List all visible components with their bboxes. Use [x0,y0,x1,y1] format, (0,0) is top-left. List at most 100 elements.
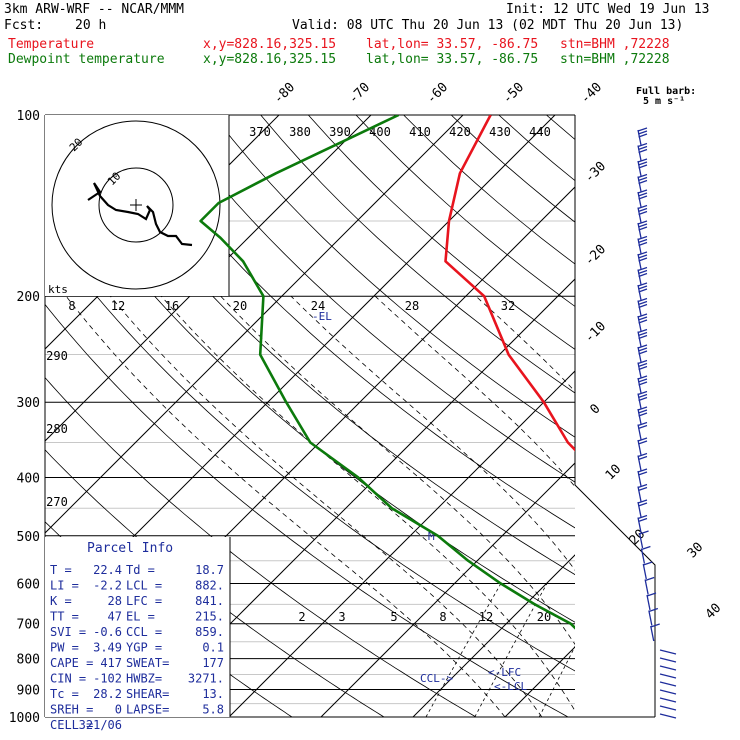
wind-barb-flag [637,127,648,132]
lfc-marker: <-LFC [488,666,521,679]
wind-barb-flag [638,145,648,151]
dry-adiabat [642,115,740,717]
wind-barb-flag [638,257,648,262]
wind-barb-flag [637,344,648,349]
speed-tick-label: 8 [68,299,75,313]
valid-time: Valid: 08 UTC Thu 20 Jun 13 (02 MDT Thu … [292,18,684,33]
dry-adiabat [689,115,740,717]
hodograph-trace [87,182,193,247]
dry-adiabat [117,115,575,529]
moist-adiabat [220,295,575,646]
wind-barb-shaft [637,455,642,471]
mixing-ratio-line [732,583,740,717]
wind-barb-flag [638,347,648,352]
wind-barb-flag [638,455,648,461]
speed-tick-label: 24 [311,299,325,313]
wind-barb-flag [650,623,660,628]
wind-barb-shaft [637,362,642,378]
frame-right [574,115,656,717]
wind-barb-shaft [642,563,647,580]
wind-barb-flag [638,396,648,402]
parcel-value: 841. [195,594,224,608]
wind-barb-lower [659,649,677,655]
pressure-tick-label: 900 [17,683,40,698]
wind-barb-flag [638,440,648,445]
pressure-tick-label: 1000 [9,711,40,726]
wind-barb-flag [638,365,648,371]
wind-barb-shaft [637,501,642,518]
dry-adiabat [498,115,575,182]
parcel-value: -0.6 [93,625,122,639]
wind-barb-flag [637,266,648,272]
wind-barb-flag [638,130,648,135]
wind-barb-lower [659,673,677,679]
isotherm-tick-label: -20 [582,242,609,269]
wind-barb-flag [638,378,648,383]
wind-barb-flag [638,238,648,244]
moist-adiabat [707,296,740,717]
isotherm-line [0,115,3,717]
wind-barb-shaft [637,222,642,239]
pressure-tick-label: 300 [17,396,40,411]
pressure-tick-label: 200 [17,290,40,305]
wind-barb-flag [638,412,648,417]
mixing-ratio-label: 5 [390,610,397,624]
wind-barb-shaft [637,284,642,301]
wind-barb-lower [659,665,677,671]
wind-barb-flag [638,350,648,355]
dry-adiabat [45,229,575,672]
wind-barb-flag [638,288,648,293]
parcel-key: SREH = [50,703,93,717]
temperature-line [444,115,575,452]
wind-barb-shaft [637,300,642,316]
wind-barb-flag [637,328,648,334]
parcel-key: CCL = [126,625,162,639]
dewpoint-line [199,115,575,630]
wind-barb-flag [638,319,648,324]
wind-barb-flag [637,189,648,194]
wind-barb-flag [638,272,648,278]
wind-barb-flag [638,285,648,290]
isotherm-tick-label: -10 [582,319,609,346]
dewpoint-latlon: lat,lon= 33.57, -86.75 [366,52,539,67]
isotherm-line [45,115,464,534]
temperature-xy: x,y=828.16,325.15 [203,37,337,52]
isotherm-tick-label: -30 [582,159,609,186]
wind-barb-flag [637,235,648,241]
parcel-key: K = [50,594,72,608]
parcel-key: LI = [50,579,79,593]
wind-barb-shaft [648,610,653,626]
parcel-key: CAPE = [50,656,93,670]
dry-adiabat [403,115,575,265]
isotherm-tick-label: 30 [685,540,707,562]
parcel-key: Tc = [50,687,79,701]
parcel-value: 0.1 [202,641,224,655]
wind-barb-flag [638,176,648,182]
wind-barb-shaft [637,238,642,254]
parcel-value: 13. [202,687,224,701]
parcel-key: SHEAR= [126,687,169,701]
pressure-tick-label: 600 [17,577,40,592]
wind-barb-flag [638,241,648,247]
dewpoint-xy: x,y=828.16,325.15 [203,52,337,67]
wind-barb-flag [638,486,648,492]
dewpoint-station: stn=BHM ,72228 [560,52,670,67]
parcel-key: TT = [50,610,79,624]
speed-tick-label: 16 [165,299,179,313]
wind-barb-flag [643,561,653,566]
isotherm-tick-label: -50 [500,80,527,107]
wind-barb-flag [638,381,648,386]
wind-barb-flag [637,483,648,489]
parcel-key: SVI = [50,625,86,639]
theta-tick-label: 440 [529,125,551,139]
wind-barb-lower [659,713,677,719]
init-time: Init: 12 UTC Wed 19 Jun 13 [506,2,710,17]
wind-barb-shaft [637,129,642,146]
isotherm-tick-label: 40 [703,601,725,623]
wind-barb-flag [648,607,659,613]
wind-barb-flag [637,251,648,256]
wind-barb-lower [659,705,677,711]
wind-barb-flag [637,514,648,520]
wind-barb-shaft [637,470,642,487]
